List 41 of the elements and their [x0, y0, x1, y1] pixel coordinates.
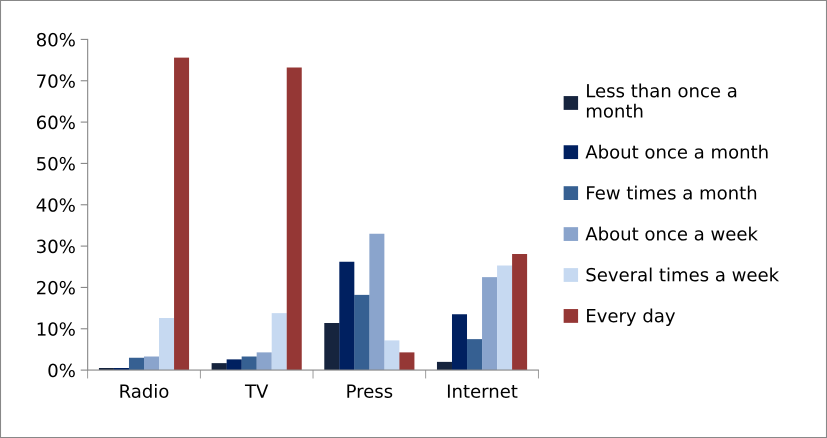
legend-label: Less than once a month — [586, 84, 736, 118]
y-tick-label: 40% — [36, 198, 75, 212]
y-tick-label: 10% — [38, 322, 75, 336]
legend-label: Several times a week — [586, 268, 780, 282]
bar — [399, 352, 414, 370]
bar — [272, 313, 287, 370]
bar — [482, 277, 498, 370]
bar — [467, 339, 482, 370]
bar — [174, 58, 190, 370]
bar — [384, 340, 400, 370]
bar — [286, 68, 302, 370]
x-tick-label: Press — [347, 384, 392, 398]
y-tick-label: 60% — [36, 116, 75, 130]
legend-label: Every day — [587, 308, 676, 326]
y-tick-label: 50% — [37, 156, 75, 171]
x-tick-label: TV — [244, 384, 268, 398]
bar — [226, 359, 242, 370]
x-tick-label: Internet — [448, 384, 518, 398]
y-tick-label: 70% — [37, 74, 75, 88]
bar — [436, 362, 452, 370]
legend-label: About once a week — [585, 226, 758, 241]
y-tick-label: 80% — [36, 32, 75, 47]
bar — [144, 356, 160, 370]
y-tick-label: 0% — [48, 364, 75, 378]
bar — [512, 254, 528, 370]
bar — [212, 363, 227, 370]
legend-label: Few times a month — [587, 186, 756, 200]
bar — [452, 314, 468, 370]
legend-label: About once a month — [585, 144, 768, 159]
bar — [324, 322, 340, 370]
bar — [339, 262, 354, 370]
y-tick-label: 20% — [37, 280, 75, 295]
bar — [497, 266, 512, 370]
bar — [128, 358, 144, 370]
bar — [159, 318, 174, 370]
bar — [256, 352, 272, 370]
bar — [242, 356, 257, 370]
bar — [354, 294, 370, 370]
x-tick-label: Radio — [120, 384, 168, 398]
bar — [369, 234, 384, 370]
y-tick-label: 30% — [37, 240, 75, 254]
